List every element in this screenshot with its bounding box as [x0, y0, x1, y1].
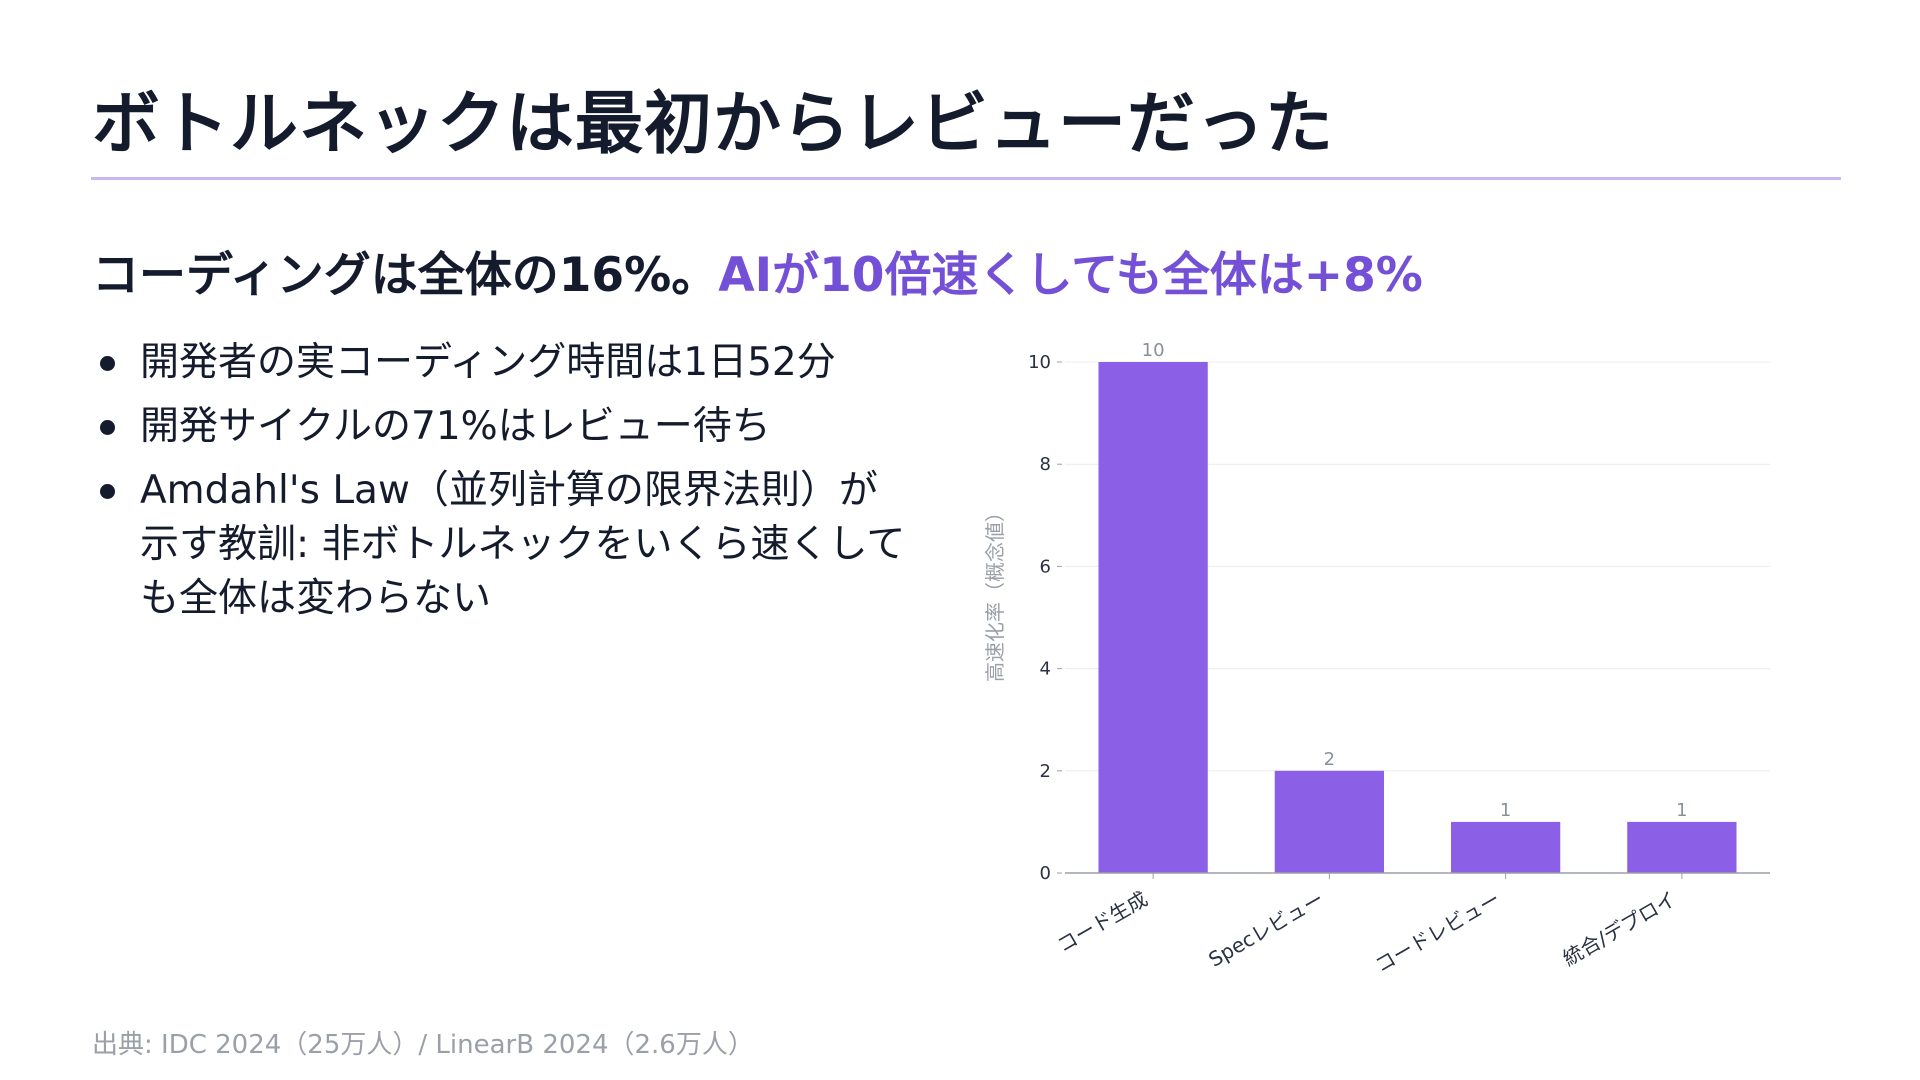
speedup-bar-chart: 0 2 4 6 8 10 高速化率（概念値） 10 コード生成 2 Specレビュー 1 コードレビュー… — [983, 340, 1770, 978]
bar-data-label: 10 — [1142, 340, 1165, 361]
y-tick-label: 4 — [1040, 659, 1051, 680]
y-tick-label: 0 — [1040, 863, 1051, 884]
title-divider — [91, 177, 1841, 180]
bar — [1627, 821, 1737, 873]
bullet-list: 開発者の実コーディング時間は1日52分 開発サイクルの71%はレビュー待ち Am… — [92, 336, 912, 636]
x-tick-label: コードレビュー — [1371, 887, 1504, 978]
bullet-item: 開発者の実コーディング時間は1日52分 — [92, 336, 912, 390]
slide-title: ボトルネックは最初からレビューだった — [92, 85, 1335, 164]
bar-data-label: 1 — [1500, 800, 1511, 821]
x-tick-label: 統合/デプロイ — [1559, 887, 1681, 971]
y-tick-label: 6 — [1040, 556, 1051, 577]
y-tick-label: 8 — [1040, 454, 1051, 475]
bar-data-label: 2 — [1324, 749, 1335, 770]
bullet-item: 開発サイクルの71%はレビュー待ち — [92, 400, 912, 454]
subtitle-accent: AIが10倍速くしても全体は+8% — [718, 248, 1423, 303]
bullet-text: 開発者の実コーディング時間は1日52分 — [140, 340, 836, 385]
bullet-text: Amdahl's Law（並列計算の限界法則）が示す教訓: 非ボトルネックをいく… — [140, 468, 906, 621]
x-tick-label: Specレビュー — [1204, 887, 1327, 972]
bullet-text: 開発サイクルの71%はレビュー待ち — [140, 404, 771, 449]
bullet-dot — [100, 420, 115, 435]
y-tick-label: 2 — [1040, 761, 1051, 782]
slide-subtitle: コーディングは全体の16%。AIが10倍速くしても全体は+8% — [92, 236, 1423, 305]
y-axis-label: 高速化率（概念値） — [983, 502, 1007, 682]
source-citation: 出典: IDC 2024（25万人）/ LinearB 2024（2.6万人） — [92, 1030, 754, 1060]
x-tick-label: コード生成 — [1053, 887, 1152, 958]
y-tick-label: 10 — [1028, 352, 1051, 373]
bar — [1450, 821, 1561, 873]
subtitle-main: コーディングは全体の16%。 — [92, 248, 719, 303]
bullet-dot — [100, 356, 115, 371]
bar-data-label: 1 — [1676, 800, 1687, 821]
bullet-dot — [100, 484, 115, 499]
bar — [1274, 770, 1385, 873]
bullet-item: Amdahl's Law（並列計算の限界法則）が示す教訓: 非ボトルネックをいく… — [92, 464, 912, 626]
bar — [1098, 362, 1208, 873]
